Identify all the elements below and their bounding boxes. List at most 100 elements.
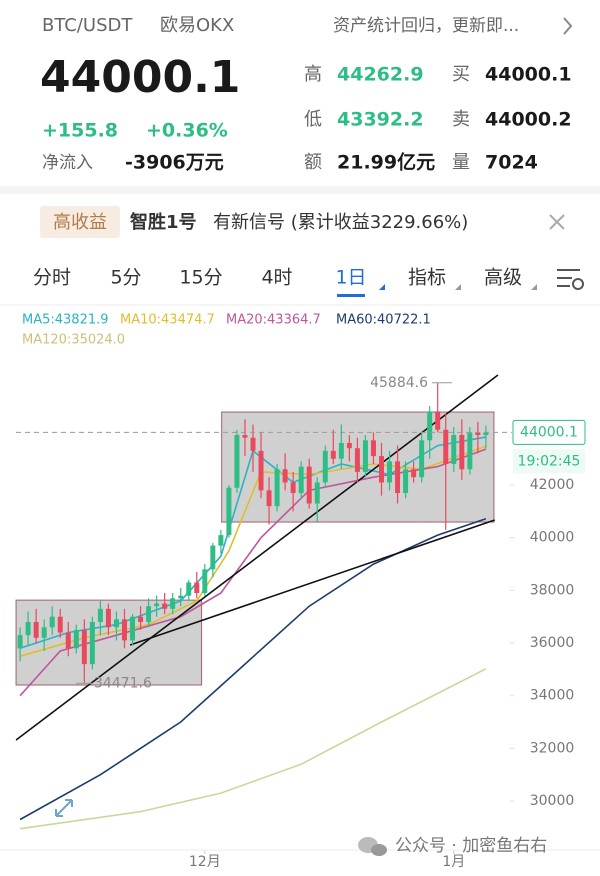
candle-body xyxy=(242,435,248,438)
candle-body xyxy=(258,450,264,491)
high-label: 45884.6 xyxy=(370,375,428,391)
banner-tag: 高收益 xyxy=(53,212,107,233)
candle-body xyxy=(81,629,87,665)
candle-body xyxy=(322,450,328,483)
candle-body xyxy=(467,432,473,470)
candle-body xyxy=(154,603,160,607)
candle-body xyxy=(475,432,481,436)
last-price-label: 44000.1 xyxy=(520,424,578,440)
change: +155.8 xyxy=(42,120,118,142)
y-tick-label: 32000 xyxy=(530,740,575,756)
ma-line xyxy=(19,668,487,830)
stat-label: 高 xyxy=(304,64,322,85)
candle-body xyxy=(451,435,457,465)
legend-entry: MA60:40722.1 xyxy=(336,313,431,328)
candle-body xyxy=(379,456,384,483)
y-tick-label: 42000 xyxy=(530,477,575,493)
candle-body xyxy=(338,442,344,459)
candle-body xyxy=(113,619,119,628)
legend-entry: MA10:43474.7 xyxy=(120,313,215,328)
candle-body xyxy=(435,411,441,430)
chevron[interactable] xyxy=(563,17,573,35)
candle-body xyxy=(25,621,31,636)
y-tick-label: 40000 xyxy=(530,530,575,546)
candle-body xyxy=(266,490,272,507)
legend-entry: MA5:43821.9 xyxy=(22,313,109,328)
candle-body xyxy=(121,619,127,641)
legend-entry: MA120:35024.0 xyxy=(22,333,125,348)
stat-label: 额 xyxy=(304,152,322,173)
candle-body xyxy=(226,487,232,536)
tab-caret xyxy=(531,284,537,290)
stat-label: 量 xyxy=(452,152,470,173)
candle-body xyxy=(314,482,320,504)
stat-value: 44000.2 xyxy=(485,109,572,131)
candle-body xyxy=(427,411,433,441)
tab[interactable]: 指标 xyxy=(408,267,446,289)
candle-body xyxy=(362,440,368,472)
candle-body xyxy=(73,629,79,649)
candle-body xyxy=(274,469,280,507)
chart: MA5:43821.9 MA10:43474.7 MA20:43364.7 MA60:… xyxy=(0,313,600,870)
candle-body xyxy=(330,450,336,459)
y-tick-label: 36000 xyxy=(530,635,575,651)
change-pct: +0.36% xyxy=(146,120,228,142)
price: 44000.1 xyxy=(40,52,240,103)
candle-body xyxy=(97,608,103,622)
trendline xyxy=(129,519,495,646)
tab[interactable]: 1日 xyxy=(335,267,366,289)
banner-text[interactable]: 有新信号 (累计收益3229.66%) xyxy=(213,212,468,233)
banner-name[interactable]: 智胜1号 xyxy=(130,211,197,233)
ma-line xyxy=(19,517,487,821)
stat-label: 买 xyxy=(452,64,470,85)
low-label: 34471.6 xyxy=(94,675,152,691)
tab[interactable]: 4时 xyxy=(261,267,292,289)
last-time-label: 19:02:45 xyxy=(518,453,581,469)
candle-body xyxy=(483,432,489,436)
candle-body xyxy=(290,482,296,493)
banner-tag-bg xyxy=(40,206,120,238)
settings-icon[interactable] xyxy=(557,269,584,290)
tabs: 分时 5分 15分 4时 1日 指标 高级 xyxy=(33,267,537,297)
candle-body xyxy=(33,621,39,638)
stats: 高 44262.9 低 43392.2 额 21.99亿元 买 44000.1 卖 44000.2… xyxy=(304,64,572,174)
stat-value: 44000.1 xyxy=(485,64,572,86)
candle-body xyxy=(49,616,55,628)
candle-body xyxy=(443,429,449,465)
candle-body xyxy=(202,569,208,594)
tab[interactable]: 分时 xyxy=(33,267,71,289)
stat-label: 卖 xyxy=(452,109,470,130)
notice[interactable]: 资产统计回归，更新即... xyxy=(333,16,519,36)
divider xyxy=(0,186,600,194)
candle-body xyxy=(282,469,288,483)
candle-body xyxy=(459,435,465,470)
netflow-label: 净流入 xyxy=(42,153,93,173)
candle-body xyxy=(250,437,256,451)
stat-value: 44262.9 xyxy=(337,64,424,86)
tab-underline xyxy=(337,294,365,297)
candle-body xyxy=(411,469,417,478)
close-icon[interactable] xyxy=(549,214,565,230)
candle-body xyxy=(354,448,360,472)
candle-body xyxy=(306,466,312,504)
watermark: 公众号 · 加密鱼右右 xyxy=(395,836,547,856)
exchange[interactable]: 欧易OKX xyxy=(160,15,234,36)
candle-body xyxy=(370,440,376,457)
tab[interactable]: 15分 xyxy=(179,267,222,289)
candle-body xyxy=(170,598,176,609)
candle-body xyxy=(65,632,71,649)
trendline xyxy=(15,374,499,741)
candle-body xyxy=(395,461,401,493)
stat-value: 43392.2 xyxy=(337,109,424,131)
y-tick-label: 38000 xyxy=(530,582,575,598)
y-tick-label: 34000 xyxy=(530,688,575,704)
tab-caret xyxy=(455,284,461,290)
candle-body xyxy=(162,603,168,609)
tab[interactable]: 高级 xyxy=(484,267,522,289)
tab-caret xyxy=(379,284,385,290)
candle-body xyxy=(234,435,240,488)
tab[interactable]: 5分 xyxy=(110,267,141,289)
candle-body xyxy=(210,545,216,570)
candle-body xyxy=(403,469,409,493)
expand-icon[interactable] xyxy=(55,799,73,817)
